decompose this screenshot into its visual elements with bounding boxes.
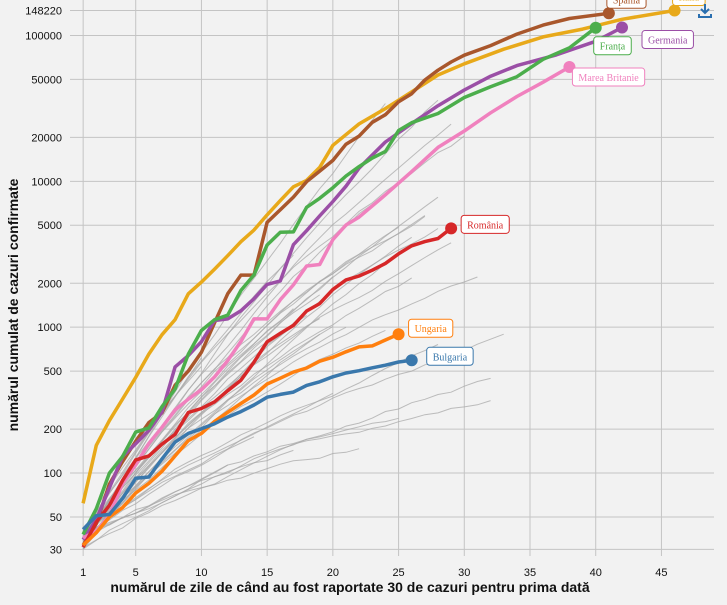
x-tick-label: 45 [655,567,667,579]
x-tick-label: 10 [195,567,207,579]
y-tick-label: 30 [50,544,62,556]
y-tick-label: 500 [44,366,62,378]
background-country-line [82,196,439,548]
x-tick-label: 5 [133,567,139,579]
y-tick-label: 148220 [25,6,62,18]
download-icon[interactable] [696,2,714,18]
background-country-line [82,436,255,537]
series-line-rom-nia [81,226,453,549]
y-tick-label: 10000 [31,176,62,188]
series-label-box [571,67,646,87]
series-label-box [593,36,632,56]
y-tick-label: 1000 [38,322,62,334]
series-line-bulgaria [81,358,412,531]
series-label-text: Marea Britanie [578,73,639,84]
series-marker-fran-a[interactable] [589,21,602,34]
series-line-italia [81,8,675,504]
series-markers [392,4,681,367]
x-tick-label: 30 [458,567,470,579]
series-marker-italia[interactable] [668,4,681,17]
x-tick-label: 20 [327,567,339,579]
y-tick-label: 200 [44,424,62,436]
background-country-line [82,243,413,547]
series-label-box [672,0,706,7]
series-label-text: Franța [600,42,626,53]
y-tick-label: 100 [44,468,62,480]
series-label-germania: Germania [641,30,694,50]
series-label-text: Germania [648,36,688,47]
background-country-line [82,464,228,550]
series-label-text: Spania [613,0,641,6]
series-label-rom-nia: România [460,214,510,234]
series-label-box [426,346,474,366]
series-lines [81,8,675,549]
series-marker-bulgaria[interactable] [405,354,418,367]
y-tick-label: 100000 [25,30,62,42]
series-marker-spania[interactable] [602,7,615,20]
series-label-spania: Spania [606,0,647,9]
series-labels: Italia Spania Germania Franța Marea Britanie… [408,0,706,366]
series-line-germania [81,25,623,541]
series-label-italia: Italia [672,0,706,7]
series-label-ungaria: Ungaria [408,318,454,338]
background-country-line [82,242,452,549]
series-marker-ungaria[interactable] [392,328,405,341]
x-axis-title: numărul de zile de când au fost raportat… [110,579,589,595]
series-marker-germania[interactable] [616,21,628,34]
background-country-line [82,366,202,532]
y-tick-label: 5000 [38,220,62,232]
series-label-box [460,214,510,234]
series-label-text: Italia [679,0,700,4]
series-label-fran-a: Franța [593,36,632,56]
series-label-marea-britanie: Marea Britanie [571,67,646,87]
x-tick-label: 15 [261,567,273,579]
x-tick-label: 35 [524,567,536,579]
series-label-box [641,30,694,50]
background-country-line [82,400,491,549]
background-country-line [82,377,491,538]
series-label-text: Bulgaria [433,352,468,363]
axes: 1 5 10 15 20 25 30 35 40 453050100200500100020005… [25,6,667,579]
y-tick-label: 2000 [38,278,62,290]
y-axis-title: numărul cumulat de cazuri confirmate [5,178,21,431]
series-line-ungaria [81,332,400,547]
series-marker-rom-nia[interactable] [445,222,458,235]
series-label-text: România [467,220,504,231]
series-label-box [606,0,647,9]
series-label-box [408,318,454,338]
y-tick-label: 50000 [31,74,62,86]
series-line-fran-a [81,26,597,536]
x-tick-label: 25 [392,567,404,579]
series-label-bulgaria: Bulgaria [426,346,474,366]
y-tick-label: 50 [50,512,62,524]
x-tick-label: 1 [80,567,86,579]
y-tick-label: 20000 [31,132,62,144]
background-country-line [82,417,399,536]
background-country-line [82,344,439,533]
series-label-text: Ungaria [415,324,448,335]
series-line-marea-britanie [82,65,571,540]
x-tick-label: 40 [590,567,602,579]
background-country-line [82,254,294,536]
